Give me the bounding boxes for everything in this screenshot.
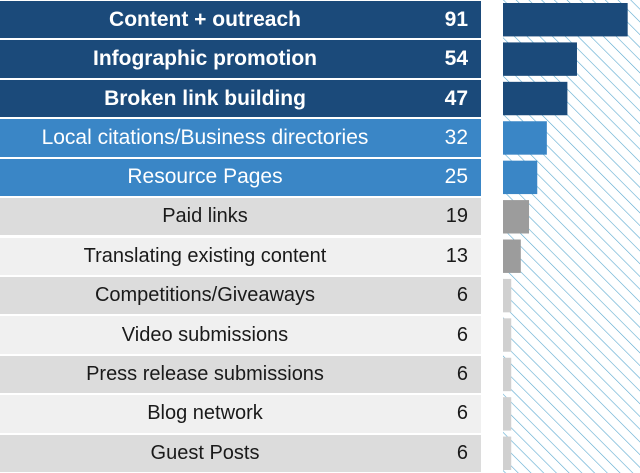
bar: [503, 278, 512, 313]
bar: [503, 239, 521, 273]
bar: [503, 318, 512, 352]
value-label: 6: [456, 284, 468, 307]
category-label: Video submissions: [121, 323, 289, 346]
value-label: 54: [444, 47, 468, 71]
category-label: Paid links: [162, 205, 248, 228]
bar: [503, 42, 577, 76]
table-row: Broken link building 47: [0, 79, 481, 118]
bar: [503, 81, 568, 116]
hatched-background: [503, 0, 640, 473]
category-label: Guest Posts: [150, 441, 260, 464]
bar: [503, 121, 547, 155]
value-label: 19: [445, 205, 468, 228]
value-label: 6: [456, 362, 468, 385]
category-label: Resource Pages: [127, 165, 283, 189]
value-label: 6: [456, 323, 468, 346]
table-row: Infographic promotion 54: [0, 40, 481, 78]
table-row: Content + outreach 91: [0, 1, 481, 39]
bar-plot: [503, 0, 640, 473]
table-row: Resource Pages 25: [0, 158, 481, 197]
table-row: Local citations/Business directories 32: [0, 119, 481, 157]
bar: [503, 357, 512, 392]
value-label: 47: [444, 86, 468, 110]
value-label: 25: [444, 165, 468, 189]
bar: [503, 397, 512, 431]
value-label: 6: [456, 441, 468, 464]
table-row: Blog network 6: [0, 395, 481, 433]
category-label: Press release submissions: [86, 362, 324, 385]
bar: [503, 200, 530, 234]
table-row: Press release submissions 6: [0, 355, 481, 394]
table-row: Paid links 19: [0, 198, 481, 236]
bar: [503, 436, 512, 470]
value-label: 32: [444, 125, 468, 149]
category-label: Content + outreach: [109, 7, 301, 31]
category-label: Competitions/Giveaways: [94, 284, 316, 307]
category-label: Infographic promotion: [93, 47, 317, 71]
value-label: 13: [445, 244, 468, 267]
chart-table: Content + outreach 91 Infographic promotio…: [0, 1, 481, 472]
category-label: Broken link building: [104, 86, 306, 110]
bar: [503, 160, 538, 195]
category-label: Local citations/Business directories: [41, 125, 369, 149]
category-label: Blog network: [147, 402, 263, 425]
table-row: Translating existing content 13: [0, 237, 481, 275]
table-row: Video submissions 6: [0, 316, 481, 354]
value-label: 6: [456, 402, 468, 425]
bar: [503, 3, 628, 37]
table-row: Guest Posts 6: [0, 434, 481, 472]
value-label: 91: [444, 7, 468, 31]
category-label: Translating existing content: [83, 244, 327, 267]
table-row: Competitions/Giveaways 6: [0, 276, 481, 315]
